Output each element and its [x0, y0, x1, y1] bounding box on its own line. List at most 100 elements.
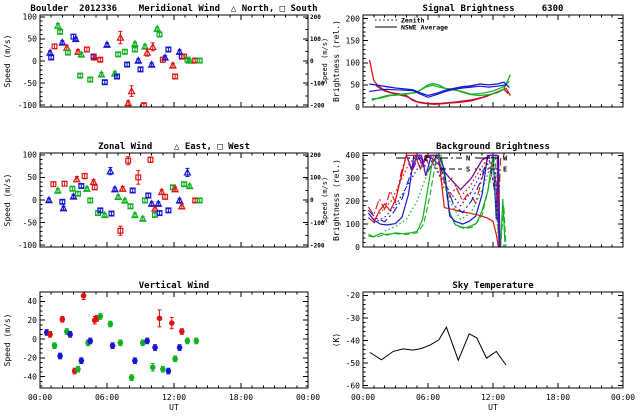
signal-brightness-y-tick-label: 0	[355, 103, 360, 112]
vertical-wind-x-axis-label: UT	[169, 403, 179, 412]
meridional-wind-right-tick-label: 0	[310, 58, 314, 65]
zonal-wind-point	[141, 197, 148, 204]
vertical-wind-point	[87, 337, 94, 345]
vertical-wind-x-tick-label: 06:00	[95, 393, 119, 402]
sky-temperature-y-tick-label: -60	[346, 382, 361, 391]
zonal-wind-point	[130, 210, 139, 219]
sky-temperature-y-axis	[363, 294, 623, 387]
background-brightness-y-tick-label: 300	[346, 174, 361, 183]
zonal-wind-point	[127, 203, 134, 210]
zonal-wind-point	[78, 182, 85, 189]
vertical-wind-point	[132, 357, 138, 365]
vertical-wind-point	[139, 339, 146, 347]
zonal-wind-y-axis-label: Speed (m/s)	[3, 174, 12, 227]
signal-brightness-legend-label-Zenith: Zenith	[401, 17, 425, 25]
zonal-wind-point	[114, 192, 123, 201]
meridional-wind-point	[124, 61, 131, 68]
meridional-wind-point	[143, 48, 152, 57]
background-brightness-series-red-solid	[368, 154, 499, 247]
meridional-wind-y-tick-label: 50	[27, 35, 37, 44]
meridional-wind-point	[121, 48, 128, 55]
meridional-wind-point	[90, 53, 99, 61]
vertical-wind-point	[57, 352, 63, 360]
zonal-wind-point	[82, 184, 91, 192]
meridional-wind-point	[148, 42, 157, 52]
background-brightness-series-blue-dashdot	[368, 153, 501, 247]
meridional-wind-point	[185, 56, 194, 64]
zonal-wind-point	[74, 190, 81, 197]
zonal-wind-point	[165, 207, 172, 214]
meridional-wind-right-tick-label: 200	[310, 14, 321, 21]
meridional-wind-point	[147, 60, 156, 68]
meridional-wind-point	[97, 56, 104, 63]
signal-brightness-y-axis-label: Brightness (rel.)	[332, 20, 341, 102]
zonal-wind-point	[145, 192, 152, 199]
zonal-wind-point	[97, 207, 104, 214]
vertical-wind-point	[51, 342, 58, 349]
signal-brightness-y-tick-label: 150	[346, 36, 361, 45]
vertical-wind-x-tick-label: 12:00	[162, 393, 186, 402]
meridional-wind-title: Boulder 2012336 Meridional Wind △ North,…	[30, 3, 317, 14]
zonal-wind-y-tick-label: -100	[18, 241, 37, 250]
vertical-wind-point	[67, 331, 73, 338]
vertical-wind-point	[109, 342, 116, 349]
zonal-wind-point	[53, 186, 62, 194]
background-brightness-y-axis-label: Brightness (rel.)	[332, 159, 341, 241]
meridional-wind-right-axis-label: Speed (m/s)	[321, 38, 329, 84]
meridional-wind-point	[127, 85, 136, 97]
zonal-wind-point	[72, 174, 81, 183]
background-brightness-y-tick-label: 0	[355, 243, 360, 252]
zonal-wind-point	[110, 184, 119, 193]
zonal-wind-point	[108, 210, 115, 217]
zonal-wind-title: Zonal Wind △ East, □ West	[98, 141, 250, 152]
meridional-wind-point	[101, 79, 108, 86]
background-brightness-series-group	[367, 153, 507, 247]
zonal-wind-right-tick-label: -200	[310, 242, 325, 249]
background-brightness-title: Background Brightness	[436, 141, 550, 152]
vertical-wind-y-tick-label: -40	[23, 373, 38, 382]
meridional-wind-point	[102, 40, 112, 48]
sky-temperature-y-tick-label: -20	[346, 291, 361, 300]
meridional-wind-point	[57, 28, 64, 35]
zonal-wind-x-axis	[39, 153, 309, 247]
zonal-wind-points-group	[44, 156, 203, 236]
sky-temperature-x-tick-label: 12:00	[481, 393, 505, 402]
meridional-wind-point	[83, 46, 90, 53]
panel-sky-temperature: 00:00 06:00 12:00 18:00 00:00 UT -20 -30 -40 -50 -…	[332, 281, 635, 412]
vertical-wind-x-axis	[39, 292, 309, 388]
zonal-wind-y-tick-label: 0	[32, 196, 37, 205]
zonal-wind-y-tick-label: 50	[27, 173, 37, 182]
meridional-wind-y-axis-label: Speed (m/s)	[3, 35, 12, 88]
vertical-wind-point	[179, 328, 185, 335]
vertical-wind-point	[193, 337, 200, 345]
meridional-wind-point	[137, 66, 144, 73]
meridional-wind-point	[116, 30, 125, 45]
zonal-wind-right-tick-label: 0	[310, 197, 314, 204]
sky-temperature-y-tick-label: -30	[346, 314, 361, 323]
sky-temperature-y-tick-label: -40	[346, 336, 361, 345]
zonal-wind-point	[135, 170, 142, 185]
panel-signal-brightness: 200 150 100 50 0 Brightness (rel.) Signal Brig…	[332, 3, 624, 112]
meridional-wind-point	[64, 49, 71, 56]
signal-brightness-series-green-2	[371, 80, 510, 101]
meridional-wind-point	[115, 51, 122, 58]
vertical-wind-y-axis	[40, 291, 308, 387]
vertical-wind-point	[168, 316, 175, 330]
background-brightness-y-axis	[363, 154, 623, 248]
sky-temperature-x-tick-label: 00:00	[351, 393, 375, 402]
panel-zonal-wind: 100 50 0 -50 -100 200 100 0 -100 -200 Speed (m/s) S…	[3, 141, 329, 250]
vertical-wind-point	[172, 355, 178, 363]
background-brightness-y-tick-label: 100	[346, 220, 361, 229]
zonal-wind-point	[185, 181, 194, 190]
zonal-wind-point	[171, 184, 180, 193]
sky-temperature-series-group	[369, 326, 507, 366]
meridional-wind-point	[48, 54, 55, 61]
vertical-wind-title: Vertical Wind	[139, 280, 209, 291]
zonal-wind-point	[154, 199, 163, 207]
vertical-wind-point	[156, 309, 163, 328]
meridional-wind-point	[168, 61, 177, 69]
vertical-wind-point	[97, 313, 104, 320]
